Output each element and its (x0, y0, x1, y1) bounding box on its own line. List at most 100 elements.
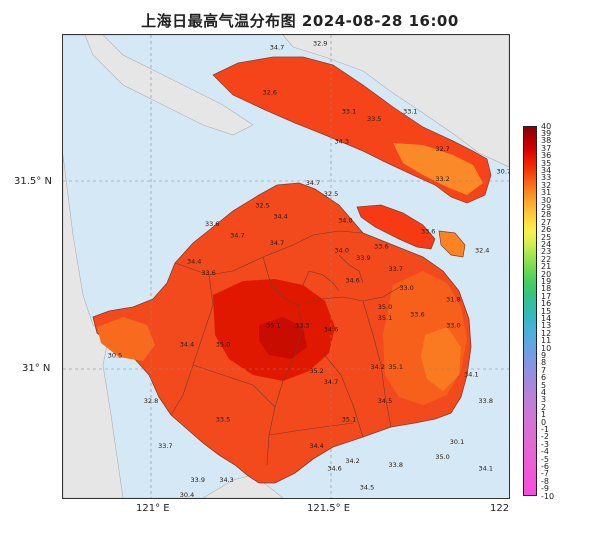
map-value-label: 34.7 (306, 179, 320, 187)
colorbar-tick: 28 (541, 210, 552, 220)
map-value-label: 33.8 (479, 397, 493, 405)
map-value-label: 34.4 (309, 442, 323, 450)
colorbar-tick: -2 (541, 432, 549, 442)
colorbar-tick: -8 (541, 476, 549, 486)
colorbar-tick: 12 (541, 328, 552, 338)
colorbar-tick: 27 (541, 217, 552, 227)
map-value-label: 35.0 (216, 340, 230, 348)
map-value-label: 34.3 (219, 476, 233, 484)
colorbar-tick: 8 (541, 358, 547, 368)
map-value-label: 33.2 (435, 175, 449, 183)
colorbar-tick: 23 (541, 247, 552, 257)
colorbar-tick: 22 (541, 254, 552, 264)
west-cool (97, 317, 155, 361)
map-value-label: 33.0 (446, 322, 460, 330)
colorbar-tick: -7 (541, 469, 549, 479)
colorbar-tick: 29 (541, 202, 552, 212)
map-canvas: 34.7 32.9 32.6 33.1 33.5 33.1 34.3 32.7 33.2 30.7… (63, 35, 509, 498)
hengsha-island (438, 230, 466, 258)
map-value-label: 30.1 (450, 438, 464, 446)
map-value-label: 30.4 (180, 491, 194, 498)
colorbar-tick: 9 (541, 350, 547, 360)
east-coast-cool (421, 327, 461, 391)
colorbar-tick: -5 (541, 454, 549, 464)
map-value-label: 34.5 (360, 483, 374, 491)
map-value-label: 35.2 (309, 367, 323, 375)
temperature-colorbar (523, 126, 537, 496)
colorbar-tick: 36 (541, 151, 552, 161)
map-value-label: 33.8 (389, 461, 403, 469)
lon-label-121-5: 121.5° E (307, 503, 351, 514)
map-value-label: 33.9 (191, 476, 205, 484)
colorbar-tick: 17 (541, 291, 552, 301)
map-value-label: 34.1 (464, 371, 478, 379)
map-value-label: 32.6 (263, 89, 277, 97)
map-value-label: 32.5 (255, 201, 269, 209)
map-value-label: 35.1 (378, 314, 392, 322)
map-value-label: 34.4 (180, 340, 194, 348)
map-value-label: 33.6 (374, 243, 388, 251)
colorbar-tick: 3 (541, 395, 547, 405)
lon-label-121: 121° E (136, 503, 170, 514)
colorbar-tick: 2 (541, 402, 547, 412)
colorbar-tick: 15 (541, 306, 552, 316)
colorbar-tick: 40 (541, 121, 552, 131)
map-value-label: 34.7 (324, 378, 338, 386)
colorbar-tick: 38 (541, 136, 552, 146)
colorbar-tick: 37 (541, 143, 552, 153)
colorbar-tick: 35 (541, 158, 552, 168)
colorbar-tick: 7 (541, 365, 547, 375)
colorbar-tick: 14 (541, 313, 552, 323)
map-value-label: 33.0 (399, 284, 413, 292)
map-value-label: 30.5 (108, 352, 122, 360)
colorbar-tick: -3 (541, 439, 549, 449)
chongming-east-cool (393, 143, 483, 195)
colorbar-tick: 5 (541, 380, 547, 390)
map-value-label: 34.0 (338, 216, 352, 224)
map-value-label: 30.7 (497, 167, 509, 175)
map-value-label: 33.6 (205, 220, 219, 228)
colorbar-tick: 25 (541, 232, 552, 242)
map-value-label: 35.0 (435, 453, 449, 461)
map-value-label: 34.6 (327, 465, 341, 473)
map-value-label: 34.6 (324, 325, 338, 333)
changxing-island (356, 204, 436, 250)
colorbar-tick: 1 (541, 410, 547, 420)
map-value-label: 34.4 (273, 213, 287, 221)
colorbar-tick: 11 (541, 336, 552, 346)
map-value-label: 34.6 (345, 277, 359, 285)
colorbar-tick: 20 (541, 269, 552, 279)
map-value-label: 35.0 (378, 303, 392, 311)
hot-core-inner (259, 317, 307, 359)
temperature-map: 34.7 32.9 32.6 33.1 33.5 33.1 34.3 32.7 33.2 30.7… (62, 34, 510, 499)
map-value-label: 33.7 (158, 442, 172, 450)
colorbar-tick: -6 (541, 461, 549, 471)
colorbar-tick: 26 (541, 225, 552, 235)
map-value-label: 34.2 (345, 457, 359, 465)
colorbar-tick: 13 (541, 321, 552, 331)
map-value-label: 34.7 (270, 43, 284, 51)
map-value-label: 35.1 (342, 416, 356, 424)
gridlines (63, 35, 509, 498)
colorbar-tick: -1 (541, 424, 549, 434)
colorbar-tick: 39 (541, 128, 552, 138)
map-value-label: 33.5 (367, 115, 381, 123)
map-value-label: 33.3 (295, 322, 309, 330)
colorbar-tick: 0 (541, 417, 547, 427)
map-value-label: 33.6 (410, 310, 424, 318)
colorbar-tick: 34 (541, 165, 552, 175)
colorbar-tick: 16 (541, 299, 552, 309)
west-land (63, 154, 284, 498)
map-value-label: 33.6 (421, 228, 435, 236)
colorbar-tick: 30 (541, 195, 552, 205)
lat-label-31: 31° N (22, 363, 51, 374)
map-value-label: 33.1 (342, 107, 356, 115)
map-value-label: 32.7 (435, 145, 449, 153)
lat-label-31-5: 31.5° N (14, 176, 52, 187)
colorbar-tick: 4 (541, 387, 547, 397)
north-land-west (63, 35, 254, 136)
colorbar-tick: 32 (541, 180, 552, 190)
colorbar-tick: 19 (541, 276, 552, 286)
colorbar-tick: -9 (541, 484, 549, 494)
north-land (63, 35, 509, 168)
